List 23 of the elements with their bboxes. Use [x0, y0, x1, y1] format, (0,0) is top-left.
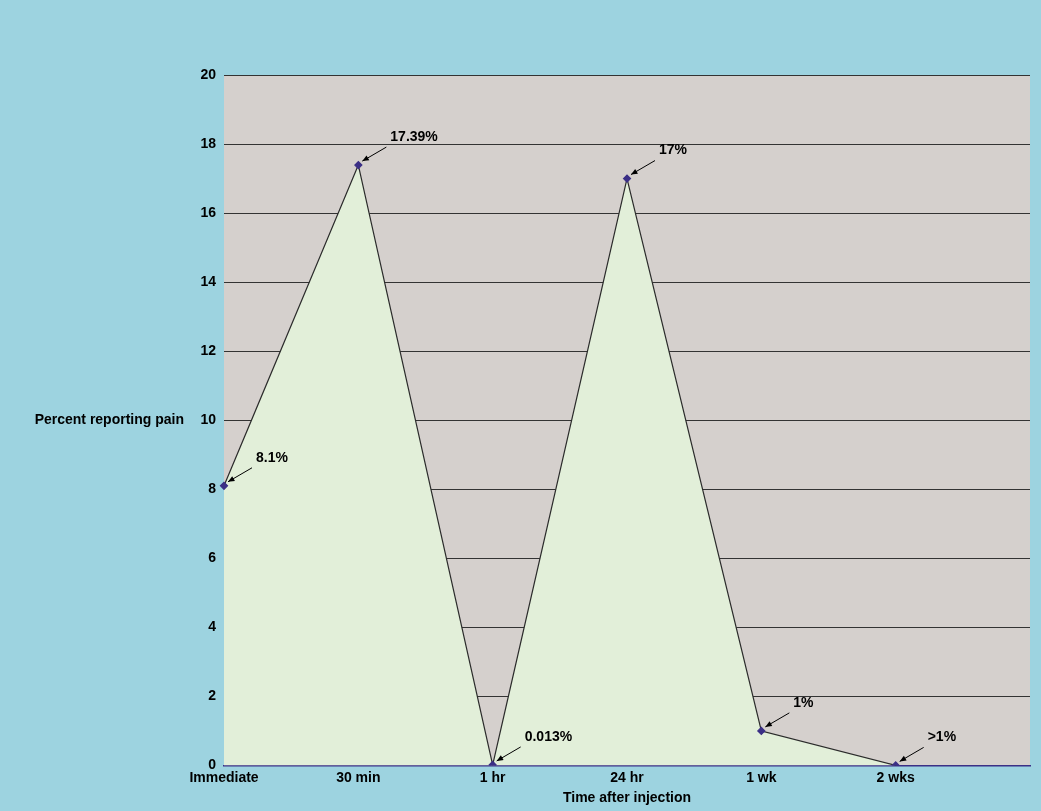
data-label: >1% [927, 728, 957, 745]
y-tick-label: 6 [208, 549, 217, 566]
x-tick-label: 1 hr [479, 768, 507, 785]
x-tick-label: 30 min [336, 768, 381, 785]
y-tick-label: 2 [208, 687, 217, 704]
y-tick-label: 14 [200, 272, 217, 289]
data-label: 8.1% [256, 448, 289, 465]
data-label: 17% [659, 141, 688, 158]
y-tick-label: 16 [200, 203, 217, 220]
y-tick-label: 4 [208, 618, 217, 635]
data-label: 1% [793, 693, 815, 710]
x-tick-label: 1 wk [746, 768, 777, 785]
y-tick-label: 10 [200, 411, 217, 428]
x-axis-title: Time after injection [562, 789, 692, 806]
y-tick-label: 18 [200, 134, 217, 151]
y-tick-label: 20 [200, 65, 217, 82]
data-label: 0.013% [524, 727, 573, 744]
x-tick-label: 2 wks [876, 768, 915, 785]
data-label: 17.39% [390, 127, 439, 144]
y-axis-title: Percent reporting pain [34, 411, 184, 428]
y-tick-label: 8 [208, 480, 217, 497]
x-tick-label: 24 hr [610, 768, 645, 785]
y-tick-label: 12 [200, 342, 217, 359]
